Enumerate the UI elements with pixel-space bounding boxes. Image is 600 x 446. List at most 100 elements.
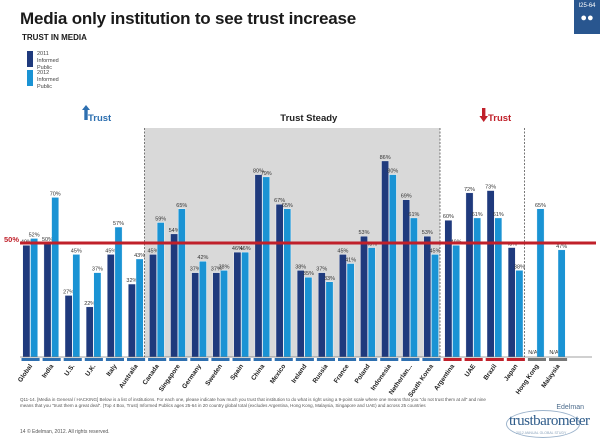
value-label-2012-italy: 57% <box>113 221 124 227</box>
value-label-2011-ireland: 38% <box>295 264 306 270</box>
value-label-2011-france: 45% <box>337 248 348 254</box>
value-label-2012-u-k: 37% <box>92 267 103 273</box>
bar-2012-south-korea <box>431 254 439 358</box>
value-label-2011-china: 80% <box>253 169 264 175</box>
legend-swatch-2011 <box>27 51 33 67</box>
copyright: 14 © Edelman, 2012. All rights reserved. <box>20 429 110 435</box>
category-label-malaysia: Malaysia <box>540 363 561 390</box>
category-label-germany: Germany <box>181 363 203 390</box>
bar-2011-france <box>339 254 347 358</box>
value-label-2012-netherlands: 61% <box>408 212 419 218</box>
group-label-trust-steady-steady: Trust Steady <box>280 113 338 124</box>
category-underline-germany <box>190 358 209 361</box>
value-label-2011-uae: 72% <box>464 187 475 193</box>
group-label-trust-down: Trust <box>488 113 512 124</box>
value-label-2012-india: 70% <box>50 191 61 197</box>
value-label-2012-france: 41% <box>345 258 356 264</box>
logo-tagline: 2012 ANNUAL GLOBAL STUDY <box>516 431 567 435</box>
value-label-2011-u-k: 22% <box>84 301 95 307</box>
value-label-2012-south-korea: 45% <box>429 248 440 254</box>
value-label-2012-poland: 48% <box>366 242 377 248</box>
bar-2012-sweden <box>220 270 228 358</box>
value-label-2011-japan: 48% <box>506 242 517 248</box>
value-label-2012-spain: 46% <box>240 246 251 252</box>
value-label-2012-germany: 42% <box>197 255 208 261</box>
bar-2011-italy <box>106 254 115 358</box>
category-label-mexico: Mexico <box>269 363 287 385</box>
bar-2011-indonesia <box>381 160 389 358</box>
bar-2012-japan <box>515 270 524 358</box>
bar-2012-china <box>262 176 271 358</box>
trust-up-arrow-icon <box>82 105 90 120</box>
category-underline-ireland <box>295 358 314 361</box>
people-icon: ●● <box>580 12 594 24</box>
value-label-2012-global: 52% <box>29 232 40 238</box>
bar-2011-germany <box>191 272 200 358</box>
value-label-2012-brazil: 61% <box>493 212 504 218</box>
value-label-2011-singapore: 54% <box>169 228 180 234</box>
bar-2012-uae <box>473 217 482 358</box>
category-underline-italy <box>105 358 124 361</box>
bar-2012-u-s <box>72 254 81 358</box>
bar-2011-canada <box>149 254 157 358</box>
bar-2011-russia <box>318 272 326 358</box>
category-label-ireland: Ireland <box>291 363 309 384</box>
category-label-u-k: U.K. <box>84 363 97 378</box>
value-label-2012-u-s: 45% <box>71 248 82 254</box>
bar-2012-brazil <box>494 217 503 358</box>
bar-2012-singapore <box>177 208 186 358</box>
category-label-sweden: Sweden <box>204 363 224 387</box>
slide-id: I25-64 <box>578 3 596 9</box>
category-underline-canada <box>148 358 167 361</box>
value-label-2012-china: 79% <box>261 171 272 177</box>
legend-label-2012: 2012 Informed Public <box>37 70 59 91</box>
value-label-2012-hong-kong: 65% <box>535 203 546 209</box>
category-underline-argentina <box>443 358 462 361</box>
bar-2011-india <box>43 242 52 358</box>
value-label-2011-australia: 32% <box>126 278 137 284</box>
category-label-indonesia: Indonesia <box>370 363 393 392</box>
value-label-2011-germany: 37% <box>190 267 201 273</box>
category-underline-china <box>253 358 272 361</box>
category-underline-indonesia <box>380 358 399 361</box>
bar-2011-u-k <box>85 306 94 358</box>
category-label-brazil: Brazil <box>483 363 499 382</box>
legend-series-2012: Informed Public <box>37 77 59 90</box>
category-underline-brazil <box>485 358 504 361</box>
value-label-2012-uae: 61% <box>472 212 483 218</box>
category-underline-sweden <box>211 358 230 361</box>
bar-2011-australia <box>128 283 136 358</box>
legend-year-2012: 2012 <box>37 70 50 76</box>
value-label-2011-argentina: 60% <box>443 214 454 220</box>
reference-line-label: 50% <box>4 235 19 244</box>
bar-2011-sweden <box>212 272 221 358</box>
category-underline-malaysia <box>549 358 568 361</box>
value-label-2011-poland: 53% <box>358 230 369 236</box>
category-underline-india <box>42 358 61 361</box>
bar-2012-u-k <box>93 272 102 358</box>
bar-2011-u-s <box>64 295 73 358</box>
bar-2011-global <box>22 245 31 358</box>
value-label-2011-netherlands: 69% <box>401 194 412 200</box>
category-underline-france <box>338 358 357 361</box>
bar-2011-spain <box>233 251 242 358</box>
bar-2012-argentina <box>452 245 460 358</box>
category-label-spain: Spain <box>229 363 245 382</box>
legend-series-2011: Informed Public <box>37 58 59 71</box>
value-label-2011-south-korea: 53% <box>422 230 433 236</box>
value-label-2011-canada: 45% <box>147 248 158 254</box>
bar-2012-russia <box>325 281 334 358</box>
bar-2011-poland <box>360 235 368 358</box>
chart-subtitle: TRUST IN MEDIA <box>22 33 87 42</box>
footnote: Q11-14. [Media in General / HACKING] Bel… <box>20 397 486 408</box>
category-label-india: India <box>41 363 56 380</box>
value-label-2011-italy: 45% <box>105 248 116 254</box>
legend-year-2011: 2011 <box>37 51 49 57</box>
category-label-singapore: Singapore <box>158 363 182 393</box>
category-label-china: China <box>250 363 266 382</box>
legend-swatch-2012 <box>27 70 33 86</box>
logo-swoosh <box>506 410 580 438</box>
bar-2012-poland <box>367 247 376 358</box>
logo-brand-top: Edelman <box>556 404 584 411</box>
logo-brand-main: trustbarometer <box>509 413 590 429</box>
